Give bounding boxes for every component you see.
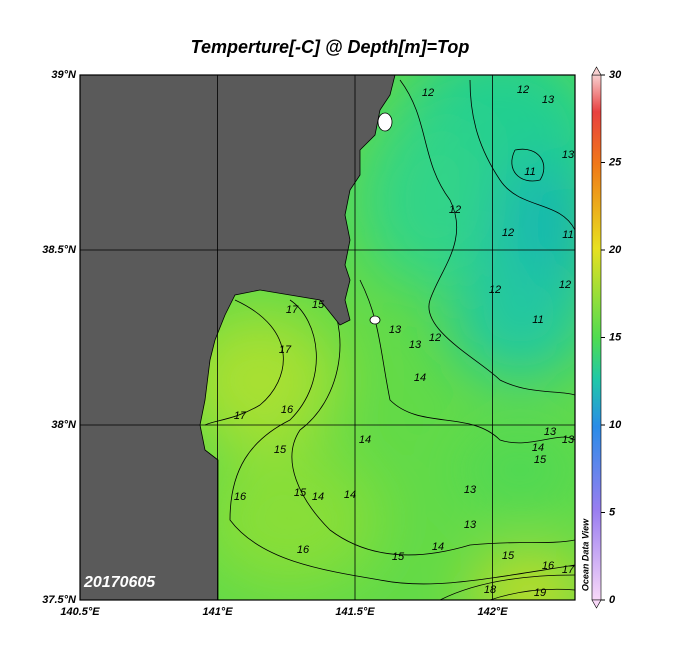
colorbar-tick-label: 0 [609,594,616,606]
colorbar [591,74,602,601]
contour-label: 13 [562,149,575,161]
contour-label: 17 [279,344,292,356]
contour-label: 15 [312,299,325,311]
contour-label: 17 [286,304,299,316]
contour-label: 14 [312,491,324,503]
map-frame [79,74,576,601]
contour-label: 16 [281,404,294,416]
contour-label: 12 [559,279,571,291]
land [80,75,396,600]
island [377,112,393,132]
contour-label: 12 [502,227,514,239]
watermark: Ocean Data View [580,518,590,591]
contour-label: 15 [392,551,405,563]
map-area: 12 12 12 12 12 12 12 13 13 13 13 13 13 13 13 11 11 11 14 14… [80,75,575,600]
lat-tick-label: 38.5°N [42,244,77,256]
contour-label: 12 [517,84,529,96]
colorbar-tick-label: 20 [608,244,622,256]
contour-label: 12 [449,204,461,216]
contour-label: 17 [234,410,247,422]
contour-label: 14 [344,489,356,501]
contour-label: 19 [534,587,546,599]
contour-label: 14 [532,442,544,454]
colorbar-tick-label: 30 [609,69,622,81]
colorbar-tick-label: 25 [608,156,622,168]
contour-label: 13 [409,339,422,351]
contour-label: 13 [562,434,575,446]
colorbar-arrow [591,599,602,609]
contour-label: 15 [502,550,515,562]
island [369,315,381,325]
contour-label: 13 [464,519,477,531]
contour-label: 12 [422,87,434,99]
contour-label: 12 [429,332,441,344]
lon-tick-label: 142°E [477,606,508,618]
contour-label: 15 [294,487,307,499]
contour-label: 18 [484,584,497,596]
colorbar-tick-label: 15 [609,331,622,343]
contour-label: 15 [274,444,287,456]
lon-tick-label: 141.5°E [335,606,375,618]
contour-label: 16 [542,560,555,572]
contour-label: 16 [297,544,310,556]
contour-label: 17 [562,564,575,576]
contour-label: 14 [432,541,444,553]
lat-tick-label: 39°N [51,69,77,81]
contour-label: 16 [234,491,247,503]
colorbar-tick-label: 10 [609,419,622,431]
contour-label: 11 [524,166,535,178]
contour-label: 13 [464,484,477,496]
title: Temperture[-C] @ Depth[m]=Top [191,37,470,57]
date-label: 20170605 [83,574,156,591]
lon-tick-label: 140.5°E [60,606,100,618]
lon-tick-label: 141°E [202,606,233,618]
contour-label: 13 [389,324,402,336]
lat-tick-label: 38°N [51,419,77,431]
contour-label: 13 [542,94,555,106]
contour-label: 15 [534,454,547,466]
contour-label: 13 [544,426,557,438]
lat-tick-label: 37.5°N [42,594,77,606]
colorbar-arrow [591,66,602,76]
contour-label: 14 [414,372,426,384]
contour-label: 12 [489,284,501,296]
contour-label: 11 [562,229,573,241]
colorbar-tick-label: 5 [609,506,616,518]
contour-label: 14 [359,434,371,446]
contour-label: 11 [532,314,543,326]
